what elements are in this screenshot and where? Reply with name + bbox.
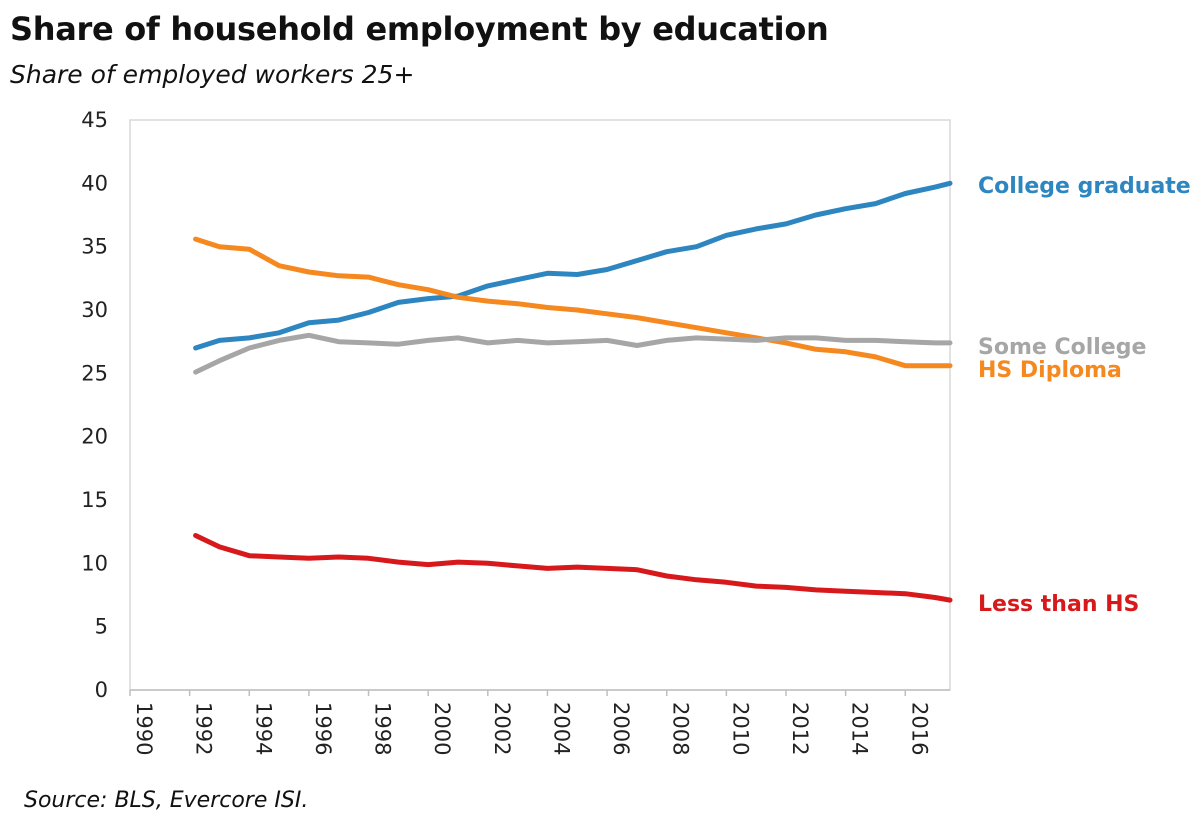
chart-subtitle: Share of employed workers 25+ [10,60,415,89]
series-line-some-college [193,332,953,375]
y-tick-label: 20 [81,425,108,449]
source-note: Source: BLS, Evercore ISI. [24,788,309,813]
y-tick-label: 25 [81,361,108,385]
y-tick-label: 45 [81,108,108,132]
y-tick-label: 15 [81,488,108,512]
series-line-college-graduate [193,180,953,351]
series-label-hs-diploma: HS Diploma [978,358,1122,383]
x-tick-label: 2012 [788,702,812,755]
series-line-hs-diploma [193,236,953,369]
x-tick-label: 2006 [609,702,633,755]
y-tick-label: 0 [95,678,108,702]
y-tick-label: 10 [81,551,108,575]
x-tick-label: 1992 [192,702,216,755]
series-label-less-than-hs: Less than HS [978,592,1139,617]
plot-area-frame [129,119,951,691]
x-tick-label: 2014 [848,702,872,755]
y-tick-label: 35 [81,235,108,259]
x-tick-label: 1996 [311,702,335,755]
x-tick-label: 1990 [132,702,156,755]
x-tick-label: 2002 [490,702,514,755]
x-tick-label: 2016 [907,702,931,755]
y-tick-label: 40 [81,171,108,195]
x-tick-label: 2010 [728,702,752,755]
x-tick-label: 1994 [251,702,275,755]
x-tick-label: 2008 [669,702,693,755]
series-label-some-college: Some College [978,335,1146,360]
x-tick-label: 1998 [371,702,395,755]
x-tick-label: 2000 [430,702,454,755]
y-tick-label: 30 [81,298,108,322]
chart-title: Share of household employment by educati… [10,10,829,48]
x-tick-label: 2004 [549,702,573,755]
series-label-college-graduate: College graduate [978,174,1191,199]
y-tick-label: 5 [95,615,108,639]
series-line-less-than-hs [193,533,953,603]
